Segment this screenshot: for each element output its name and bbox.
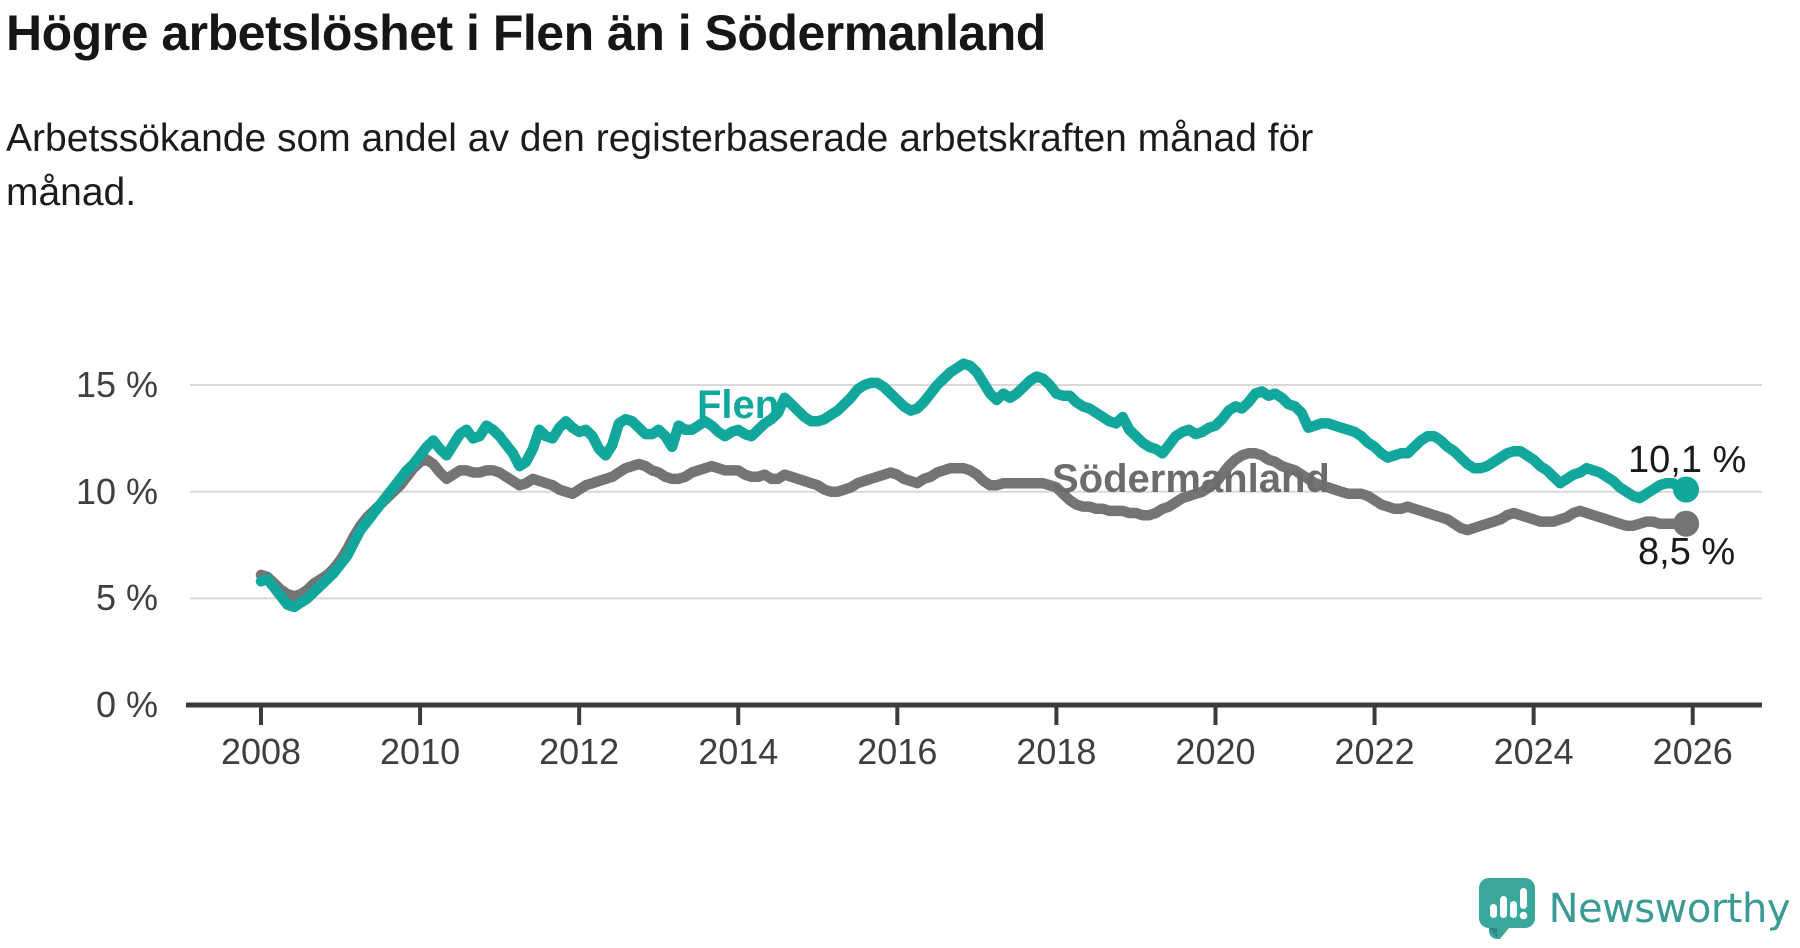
flen-line	[255, 358, 1692, 613]
x-tick-label-2012: 2012	[539, 731, 620, 772]
series-label-flen: Flen	[697, 383, 780, 427]
chart-subtitle: Arbetssökande som andel av den registerb…	[6, 117, 1314, 214]
x-tick-label-2014: 2014	[698, 731, 779, 772]
y-tick-label-5: 5 %	[95, 577, 158, 619]
x-tick-label-2016: 2016	[857, 731, 938, 772]
flen-end-dot	[1673, 476, 1700, 503]
newsworthy-logo: Newsworthy	[1478, 878, 1791, 940]
x-tick-label-2022: 2022	[1334, 731, 1415, 772]
y-tick-label-10: 10 %	[75, 470, 158, 512]
x-tick-label-2020: 2020	[1175, 731, 1256, 772]
södermanland-end-dot	[1673, 510, 1700, 537]
newsworthy-logo-icon	[1478, 878, 1535, 939]
newsworthy-logo-text: Newsworthy	[1548, 886, 1791, 932]
y-tick-label-15: 15 %	[75, 364, 158, 406]
x-tick-label-2008: 2008	[220, 731, 302, 772]
series-label-sodermanland: Södermanland	[1052, 457, 1330, 501]
x-tick-label-2024: 2024	[1493, 731, 1574, 772]
x-tick-label-2010: 2010	[380, 731, 461, 772]
södermanland-line	[255, 448, 1692, 602]
sodermanland-end-value-label: 8,5 %	[1638, 531, 1736, 573]
chart-title: Högre arbetslöshet i Flen än i Södermanl…	[6, 5, 1046, 61]
x-tick-label-2018: 2018	[1016, 731, 1097, 772]
y-tick-label-0: 0 %	[95, 684, 158, 725]
flen-end-value-label: 10,1 %	[1628, 439, 1747, 481]
x-tick-label-2026: 2026	[1652, 731, 1733, 772]
